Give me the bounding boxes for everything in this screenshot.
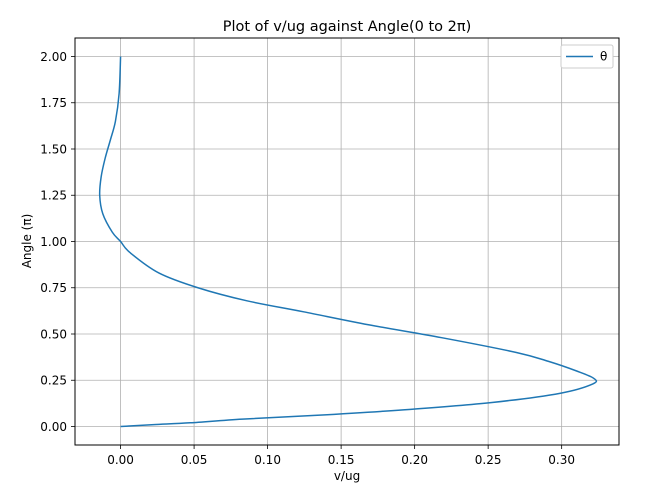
y-tick-label: 1.00 [40, 235, 67, 249]
y-tick-label: 1.75 [40, 96, 67, 110]
y-tick-label: 0.75 [40, 281, 67, 295]
ticks: 0.00 0.05 0.10 0.15 0.20 0.25 0.30 0.00 0.25 0.50… [40, 50, 575, 467]
x-tick-label: 0.15 [328, 453, 355, 467]
plot-area [98, 56, 598, 428]
x-tick-label: 0.30 [548, 453, 575, 467]
x-tick-label: 0.00 [107, 453, 134, 467]
y-tick-label: 1.25 [40, 189, 67, 203]
x-tick-label: 0.05 [181, 453, 208, 467]
y-tick-label: 0.25 [40, 374, 67, 388]
y-tick-label: 1.50 [40, 142, 67, 156]
legend: θ [560, 44, 614, 69]
y-axis-label: Angle (π) [20, 214, 34, 269]
x-tick-label: 0.25 [475, 453, 502, 467]
grid [75, 38, 619, 445]
legend-label: θ [600, 50, 607, 64]
y-tick-label: 0.00 [40, 420, 67, 434]
y-tick-label: 0.50 [40, 327, 67, 341]
plot-frame [74, 37, 620, 446]
x-tick-label: 0.20 [401, 453, 428, 467]
x-tick-label: 0.10 [254, 453, 281, 467]
y-tick-label: 2.00 [40, 50, 67, 64]
chart-title: Plot of v/ug against Angle(0 to 2π) [223, 19, 472, 35]
series-line-theta [98, 56, 598, 428]
x-axis-label: v/ug [334, 469, 360, 483]
